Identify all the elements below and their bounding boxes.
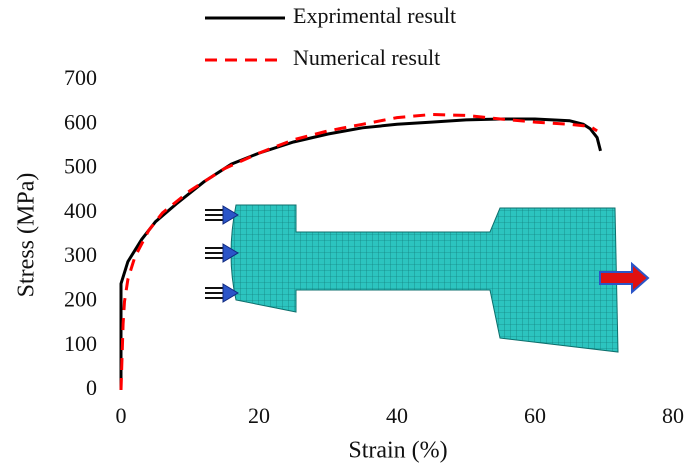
x-tick-label: 20 [248,403,270,428]
x-axis-title: Strain (%) [348,438,447,464]
specimen-inset [205,205,648,352]
legend-label: Exprimental result [293,3,456,28]
legend-label: Numerical result [293,45,440,70]
y-tick-label: 0 [86,375,97,400]
x-tick-label: 80 [662,403,684,428]
x-tick-label: 60 [524,403,546,428]
x-tick-label: 40 [386,403,408,428]
y-axis-title: Stress (MPa) [14,173,40,298]
y-tick-label: 300 [64,242,97,267]
x-tick-label: 0 [116,403,127,428]
y-tick-label: 200 [64,286,97,311]
y-tick-label: 600 [64,109,97,134]
y-tick-label: 100 [64,331,97,356]
y-tick-label: 500 [64,154,97,179]
chart: Strain (%) Stress (MPa) 0100200300400500… [0,0,690,474]
y-tick-label: 700 [64,65,97,90]
y-tick-label: 400 [64,198,97,223]
